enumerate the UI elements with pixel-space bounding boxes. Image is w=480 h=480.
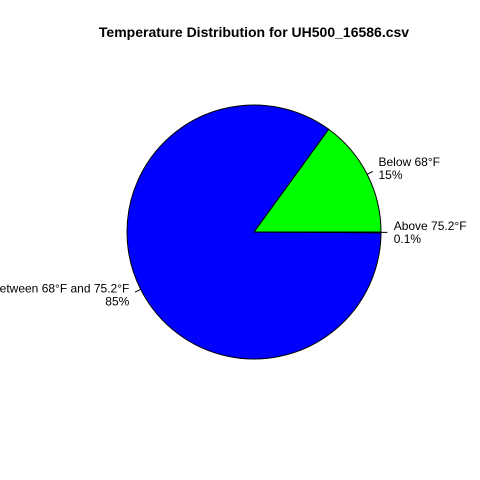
slice-label-1: Below 68°F 15% — [378, 155, 440, 182]
slice-percent-1: 15% — [378, 168, 402, 182]
pie-slices — [126, 104, 382, 360]
slice-label-tick-1 — [366, 171, 374, 175]
slice-name-2: Between 68°F and 75.2°F — [0, 282, 129, 296]
chart-title: Temperature Distribution for UH500_16586… — [99, 24, 409, 40]
slice-name-3: Above 75.2°F — [394, 219, 467, 233]
slice-label-3: Above 75.2°F 0.1% — [394, 219, 467, 246]
slice-label-2: Between 68°F and 75.2°F 85% — [0, 282, 130, 309]
slice-label-tick-2 — [134, 288, 141, 293]
slice-percent-2: 85% — [105, 295, 129, 309]
slice-name-1: Below 68°F — [378, 155, 440, 169]
slice-percent-3: 0.1% — [394, 232, 422, 246]
pie-slice-1 — [253, 128, 382, 233]
pie-labels: Below 68°F 15% Between 68°F and 75.2°F 85% A… — [0, 155, 467, 308]
